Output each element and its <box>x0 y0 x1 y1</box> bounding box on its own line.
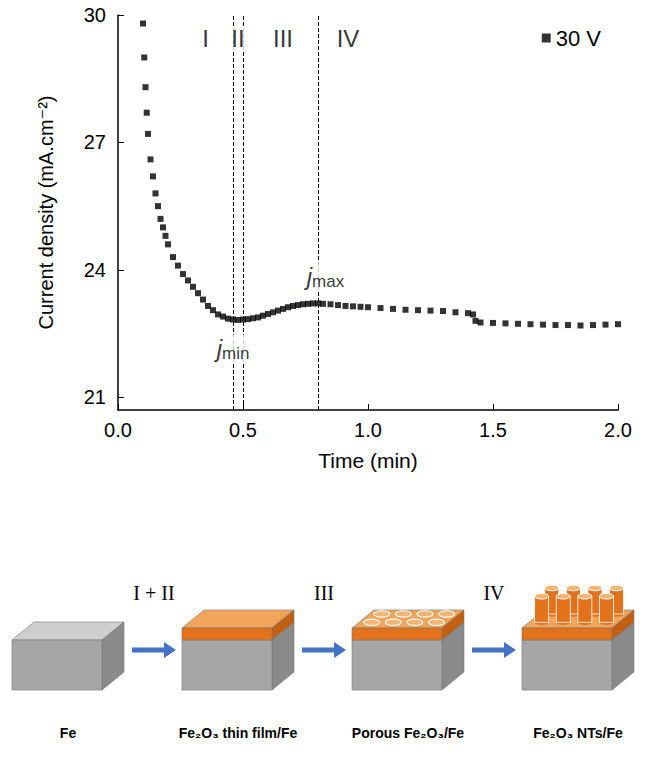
svg-text:max: max <box>312 272 345 291</box>
svg-text:27: 27 <box>84 131 106 153</box>
svg-text:III: III <box>273 25 293 52</box>
svg-text:IV: IV <box>483 582 505 604</box>
svg-text:IV: IV <box>337 25 360 52</box>
svg-text:0.0: 0.0 <box>104 419 132 441</box>
svg-text:j: j <box>216 334 222 362</box>
svg-text:24: 24 <box>84 259 106 281</box>
svg-text:Fe: Fe <box>60 725 77 741</box>
svg-text:30: 30 <box>84 4 106 26</box>
svg-text:1.5: 1.5 <box>479 419 507 441</box>
svg-text:Current density (mA.cm⁻²): Current density (mA.cm⁻²) <box>35 96 57 330</box>
svg-text:21: 21 <box>84 386 106 408</box>
svg-text:Time (min): Time (min) <box>318 449 418 472</box>
svg-text:0.5: 0.5 <box>229 419 257 441</box>
svg-text:Fe₂O₃ NTs/Fe: Fe₂O₃ NTs/Fe <box>533 725 623 741</box>
svg-text:2.0: 2.0 <box>604 419 632 441</box>
svg-text:II: II <box>231 25 244 52</box>
svg-text:min: min <box>222 344 249 363</box>
svg-text:I + II: I + II <box>133 582 174 604</box>
svg-text:III: III <box>314 582 334 604</box>
svg-text:Fe₂O₃ thin film/Fe: Fe₂O₃ thin film/Fe <box>179 725 298 741</box>
svg-text:1.0: 1.0 <box>354 419 382 441</box>
svg-text:I: I <box>202 25 209 52</box>
svg-text:30 V: 30 V <box>556 26 602 51</box>
svg-text:j: j <box>306 262 313 290</box>
svg-text:Porous Fe₂O₃/Fe: Porous Fe₂O₃/Fe <box>352 725 464 741</box>
